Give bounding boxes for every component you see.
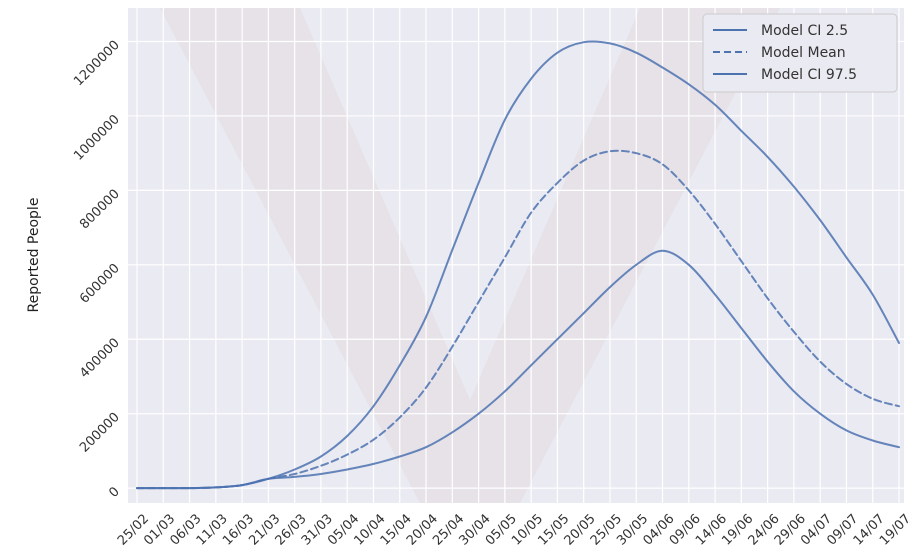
y-tick-label: 1200000: [71, 38, 123, 90]
y-tick-label: 200000: [77, 410, 123, 456]
legend-label-2: Model CI 97.5: [761, 67, 857, 83]
x-axis-ticks: 25/0201/0306/0311/0316/0321/0326/0331/03…: [115, 511, 908, 548]
watermark-logo: [160, 8, 780, 503]
legend: Model CI 2.5 Model Mean Model CI 97.5: [702, 13, 898, 93]
y-axis-ticks: 0 200000 400000 600000 800000 1000000 1200000: [71, 38, 123, 501]
legend-label-0: Model CI 2.5: [761, 23, 848, 39]
legend-label-1: Model Mean: [761, 45, 846, 61]
grid-lines: [128, 8, 904, 503]
y-tick-label: 400000: [77, 335, 123, 381]
series-layer: [136, 40, 900, 490]
y-tick-label: 1000000: [71, 112, 123, 164]
series-line-2: [136, 40, 900, 490]
y-tick-label: 0: [106, 484, 122, 500]
y-tick-label: 600000: [77, 261, 123, 307]
legend-box: [702, 13, 898, 93]
y-axis-title: Reported People: [26, 198, 42, 313]
y-tick-label: 800000: [77, 187, 123, 233]
series-line-1: [136, 149, 900, 490]
